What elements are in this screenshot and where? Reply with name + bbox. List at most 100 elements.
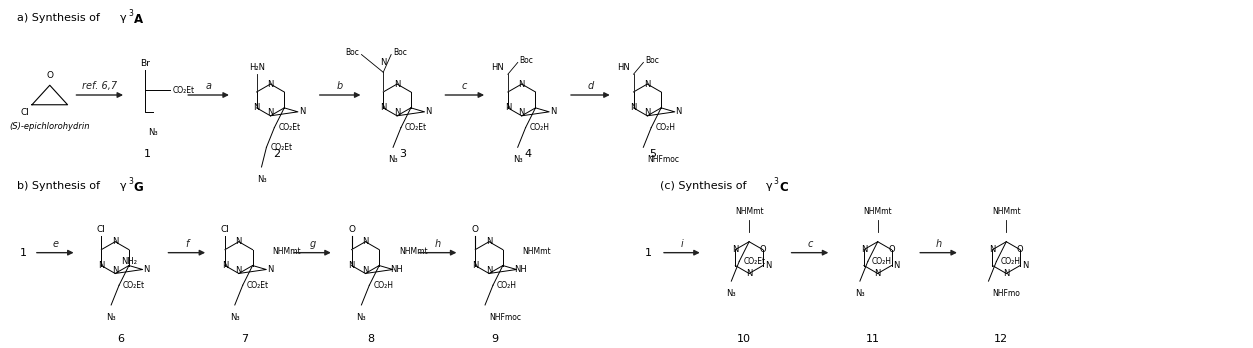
Text: N: N	[393, 108, 400, 117]
Text: CO₂H: CO₂H	[1000, 257, 1020, 266]
Text: NHMmt: NHMmt	[863, 207, 892, 216]
Text: c: c	[807, 239, 813, 249]
Text: b) Synthesis of: b) Synthesis of	[18, 181, 104, 191]
Text: NHMmt: NHMmt	[398, 247, 427, 256]
Text: O: O	[759, 245, 767, 254]
Text: N: N	[425, 107, 432, 116]
Text: 1: 1	[144, 149, 152, 159]
Text: N₃: N₃	[357, 313, 366, 322]
Text: CO₂H: CO₂H	[655, 123, 675, 132]
Text: N₃: N₃	[148, 127, 158, 136]
Text: N: N	[644, 108, 650, 117]
Text: N: N	[112, 237, 118, 246]
Text: CO₂H: CO₂H	[373, 281, 393, 290]
Text: γ: γ	[766, 181, 773, 191]
Text: O: O	[471, 225, 479, 234]
Text: N₃: N₃	[512, 155, 523, 164]
Text: N: N	[98, 261, 104, 270]
Text: NH: NH	[514, 265, 526, 274]
Text: Cl: Cl	[96, 225, 105, 234]
Text: (c) Synthesis of: (c) Synthesis of	[660, 181, 751, 191]
Text: h: h	[435, 239, 441, 249]
Text: N: N	[267, 108, 273, 117]
Text: NHMmt: NHMmt	[272, 247, 301, 256]
Text: N₃: N₃	[231, 313, 239, 322]
Text: N: N	[267, 265, 273, 274]
Text: O: O	[46, 71, 54, 80]
Text: 1: 1	[20, 248, 28, 258]
Text: CO₂H: CO₂H	[530, 123, 550, 132]
Text: CO₂Et: CO₂Et	[405, 123, 427, 132]
Text: i: i	[680, 239, 683, 249]
Text: N: N	[505, 103, 511, 112]
Text: NHMmt: NHMmt	[523, 247, 551, 256]
Text: 6: 6	[118, 334, 124, 345]
Text: Br: Br	[140, 60, 149, 69]
Text: a: a	[205, 81, 212, 91]
Text: (S)-epichlorohydrin: (S)-epichlorohydrin	[10, 122, 90, 132]
Text: N₃: N₃	[855, 289, 865, 298]
Text: NHFmo: NHFmo	[992, 289, 1020, 298]
Text: C: C	[779, 181, 788, 194]
Text: N: N	[380, 58, 386, 68]
Text: N: N	[362, 237, 368, 246]
Text: CO₂H: CO₂H	[872, 257, 892, 266]
Text: N: N	[298, 107, 304, 116]
Text: Boc: Boc	[520, 56, 534, 65]
Text: N: N	[486, 237, 492, 246]
Text: h: h	[936, 239, 941, 249]
Text: NHFmoc: NHFmoc	[489, 313, 521, 322]
Text: Cl: Cl	[221, 225, 229, 234]
Text: 12: 12	[995, 334, 1009, 345]
Text: N₃: N₃	[257, 175, 267, 184]
Text: HN: HN	[616, 63, 629, 72]
Text: CO₂Et: CO₂Et	[123, 281, 145, 290]
Text: H₂N: H₂N	[248, 63, 264, 72]
Text: N: N	[861, 245, 867, 254]
Text: 5: 5	[649, 149, 657, 159]
Text: Boc: Boc	[346, 48, 360, 57]
Text: N₃: N₃	[727, 289, 736, 298]
Text: a) Synthesis of: a) Synthesis of	[18, 13, 104, 23]
Text: N: N	[875, 269, 881, 278]
Text: A: A	[134, 13, 143, 26]
Text: N: N	[519, 108, 525, 117]
Text: 1: 1	[645, 248, 653, 258]
Text: CO₂Et: CO₂Et	[247, 281, 269, 290]
Text: γ: γ	[120, 13, 127, 23]
Text: 3: 3	[400, 149, 406, 159]
Text: 3: 3	[774, 177, 778, 186]
Text: N: N	[267, 80, 273, 88]
Text: 9: 9	[491, 334, 499, 345]
Text: G: G	[134, 181, 144, 194]
Text: ref. 6,7: ref. 6,7	[83, 81, 118, 91]
Text: NHMmt: NHMmt	[734, 207, 763, 216]
Text: HN: HN	[491, 63, 504, 72]
Text: O: O	[1016, 245, 1024, 254]
Text: 10: 10	[737, 334, 751, 345]
Text: N: N	[644, 80, 650, 88]
Text: N₃: N₃	[388, 155, 398, 164]
Text: CO₂Et: CO₂Et	[271, 143, 292, 152]
Text: CO₂Et: CO₂Et	[278, 123, 301, 132]
Text: N: N	[143, 265, 150, 274]
Text: N: N	[222, 261, 228, 270]
Text: NH: NH	[391, 265, 403, 274]
Text: N: N	[472, 261, 479, 270]
Text: N: N	[362, 266, 368, 275]
Text: O: O	[348, 225, 355, 234]
Text: CO₂Et: CO₂Et	[173, 86, 194, 95]
Text: NHMmt: NHMmt	[992, 207, 1021, 216]
Text: g: g	[309, 239, 316, 249]
Text: N: N	[519, 80, 525, 88]
Text: N: N	[1004, 269, 1010, 278]
Text: N: N	[236, 237, 242, 246]
Text: 7: 7	[241, 334, 248, 345]
Text: N: N	[253, 103, 259, 112]
Text: N: N	[764, 261, 771, 270]
Text: e: e	[53, 239, 58, 249]
Text: N: N	[990, 245, 996, 254]
Text: N: N	[236, 266, 242, 275]
Text: N: N	[112, 266, 118, 275]
Text: Boc: Boc	[645, 56, 659, 65]
